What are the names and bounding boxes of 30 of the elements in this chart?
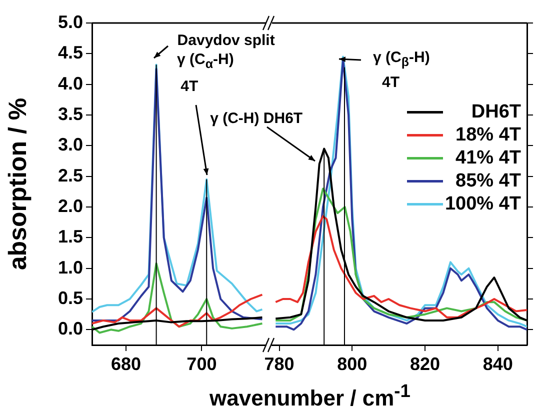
- annotation: Davydov split: [177, 30, 275, 51]
- annotation: 4T: [180, 77, 198, 98]
- y-tick-label: 2.0: [58, 196, 83, 216]
- legend-label: 85% 4T: [456, 170, 522, 192]
- x-tick-label: 700: [186, 354, 217, 374]
- x-tick-label: 820: [410, 354, 440, 374]
- legend-label: 41% 4T: [456, 147, 522, 168]
- y-tick-label: 1.0: [58, 257, 83, 278]
- legend-label: 18% 4T: [456, 124, 522, 146]
- annotation: γ (C-H) DH6T: [210, 108, 303, 129]
- x-tick-label: 800: [337, 354, 368, 374]
- y-tick-label: 1.5: [58, 226, 83, 247]
- y-tick-label: 3.0: [58, 134, 83, 155]
- annotation: γ (C$_{β}$-H): [373, 48, 430, 71]
- y-axis-title: absorption / %: [4, 98, 32, 270]
- y-tick-label: 5.0: [58, 12, 83, 32]
- y-tick-label: 4.5: [58, 42, 83, 63]
- y-tick-label: 0.5: [58, 288, 83, 308]
- x-tick-label: 840: [482, 354, 513, 374]
- x-tick-label: 780: [264, 354, 294, 374]
- y-tick-label: 2.5: [58, 165, 83, 186]
- y-tick-label: 0.0: [58, 318, 83, 339]
- legend-label: DH6T: [471, 101, 522, 122]
- legend-label: 100% 4T: [444, 193, 522, 214]
- annotation: 4T: [382, 73, 400, 93]
- x-tick-label: 680: [111, 354, 142, 374]
- y-tick-label: 4.0: [58, 73, 83, 94]
- y-tick-label: 3.5: [58, 104, 83, 124]
- annotation: γ (C$_{α}$-H): [177, 50, 234, 73]
- x-axis-title: wavenumber / cm$^{-1}$: [208, 380, 412, 412]
